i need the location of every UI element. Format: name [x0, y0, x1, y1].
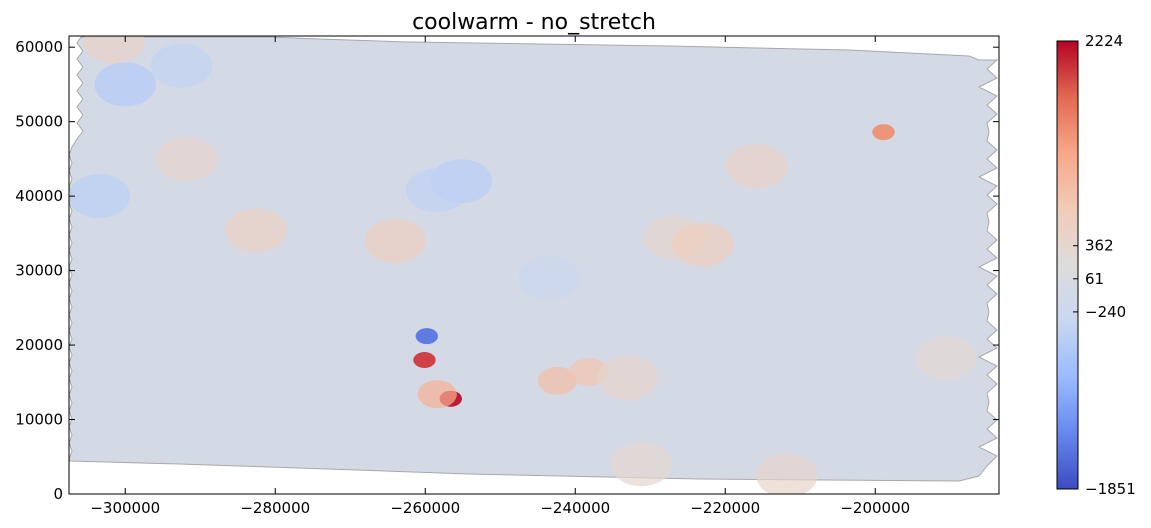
plot-area: [68, 19, 997, 497]
anomaly-blob-20: [68, 174, 130, 218]
anomaly-blob-14: [672, 223, 734, 267]
anomaly-blob-15: [756, 453, 818, 497]
colorbar-tick-label: 362: [1085, 237, 1114, 255]
anomaly-blob-11: [365, 219, 427, 263]
colorbar-tick-label: 2224: [1085, 32, 1123, 50]
anomaly-blob-4: [418, 380, 457, 408]
anomaly-blob-10: [156, 137, 218, 181]
anomaly-blob-2: [413, 352, 435, 368]
anomaly-blob-8: [872, 124, 894, 140]
anomaly-blob-19: [95, 62, 157, 106]
colorbar-tick-label: −1851: [1085, 480, 1136, 498]
x-tick-label: −200000: [840, 499, 910, 517]
colorbar-tick-label: 61: [1085, 270, 1104, 288]
anomaly-blob-1: [416, 328, 438, 344]
y-tick-label: 40000: [15, 187, 63, 205]
y-tick-label: 10000: [15, 411, 63, 429]
y-tick-label: 0: [53, 485, 63, 503]
anomaly-blob-12: [225, 208, 287, 252]
anomaly-blob-17: [915, 337, 977, 381]
anomaly-blob-16: [611, 442, 673, 486]
x-tick-label: −300000: [90, 499, 160, 517]
colorbar-tick-label: −240: [1085, 303, 1126, 321]
data-field: [69, 37, 997, 481]
anomaly-blob-7: [597, 356, 659, 400]
colorbar: 2224 362 61 −240 −1851: [1057, 32, 1136, 498]
anomaly-blob-24: [151, 44, 213, 88]
chart-title: coolwarm - no_stretch: [412, 10, 656, 35]
anomaly-blob-22: [406, 168, 468, 212]
x-tick-label: −240000: [540, 499, 610, 517]
y-tick-label: 50000: [15, 113, 63, 131]
colorbar-ticks: 2224 362 61 −240 −1851: [1073, 32, 1136, 498]
y-tick-label: 20000: [15, 336, 63, 354]
x-tick-label: −220000: [690, 499, 760, 517]
y-tick-label: 60000: [15, 38, 63, 56]
x-tick-label: −280000: [240, 499, 310, 517]
colorbar-fill: [1057, 41, 1078, 489]
anomaly-blob-9: [726, 144, 788, 188]
x-tick-label: −260000: [390, 499, 460, 517]
y-tick-label: 30000: [15, 262, 63, 280]
anomaly-blob-18: [83, 19, 145, 63]
anomaly-blob-23: [518, 256, 580, 300]
